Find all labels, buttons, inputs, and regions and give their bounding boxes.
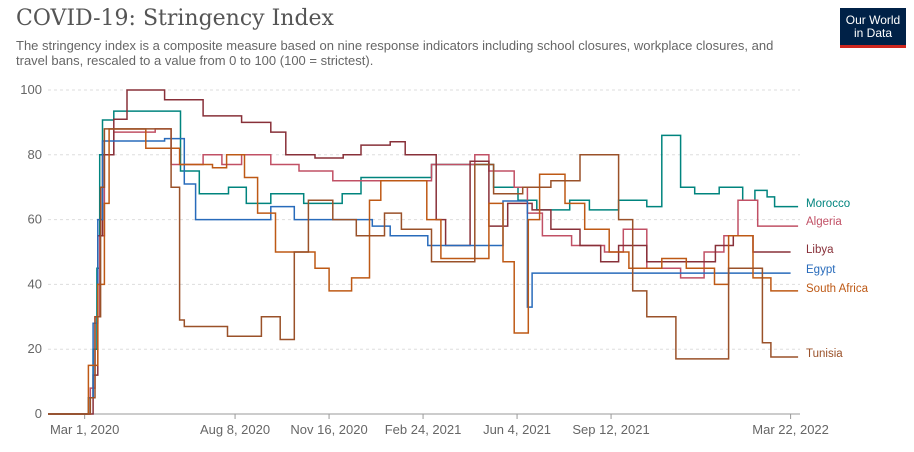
series-line-algeria — [48, 128, 799, 415]
series-line-south-africa — [48, 128, 799, 415]
x-tick-label: Sep 12, 2021 — [572, 422, 649, 437]
series-line-tunisia — [48, 128, 799, 415]
series-label-south-africa: South Africa — [806, 283, 869, 295]
series-labels: Morocco Algeria Libya Egypt South Africa Tuni… — [806, 198, 869, 360]
y-tick-label: 0 — [35, 406, 42, 421]
y-tick-label: 80 — [28, 147, 42, 162]
series-label-egypt: Egypt — [806, 264, 836, 276]
y-tick-label: 40 — [28, 276, 42, 291]
y-tick-label: 100 — [20, 82, 42, 97]
series-label-libya: Libya — [806, 244, 834, 256]
logo-line-1: Our World — [845, 13, 901, 27]
x-axis: Mar 1, 2020 Aug 8, 2020 Nov 16, 2020 Feb 24… — [50, 414, 829, 437]
x-tick-label: Aug 8, 2020 — [200, 422, 270, 437]
series-lines — [48, 89, 799, 415]
series-label-tunisia: Tunisia — [806, 348, 843, 360]
series-label-morocco: Morocco — [806, 198, 850, 210]
chart-title: COVID-19: Stringency Index — [16, 6, 334, 31]
y-tick-label: 20 — [28, 341, 42, 356]
x-tick-label: Mar 1, 2020 — [50, 422, 119, 437]
chart-subtitle: The stringency index is a composite meas… — [16, 38, 774, 68]
y-tick-label: 60 — [28, 212, 42, 227]
logo-line-2: in Data — [853, 26, 893, 40]
x-tick-label: Jun 4, 2021 — [483, 422, 551, 437]
owid-logo[interactable]: Our World in Data — [840, 8, 906, 48]
x-tick-label: Nov 16, 2020 — [290, 422, 367, 437]
y-axis: 0 20 40 60 80 100 — [20, 82, 42, 421]
series-line-egypt — [48, 137, 791, 415]
x-tick-label: Mar 22, 2022 — [752, 422, 829, 437]
series-line-libya — [48, 89, 791, 415]
x-tick-label: Feb 24, 2021 — [385, 422, 462, 437]
series-label-algeria: Algeria — [806, 216, 842, 228]
grid-lines — [48, 89, 800, 415]
